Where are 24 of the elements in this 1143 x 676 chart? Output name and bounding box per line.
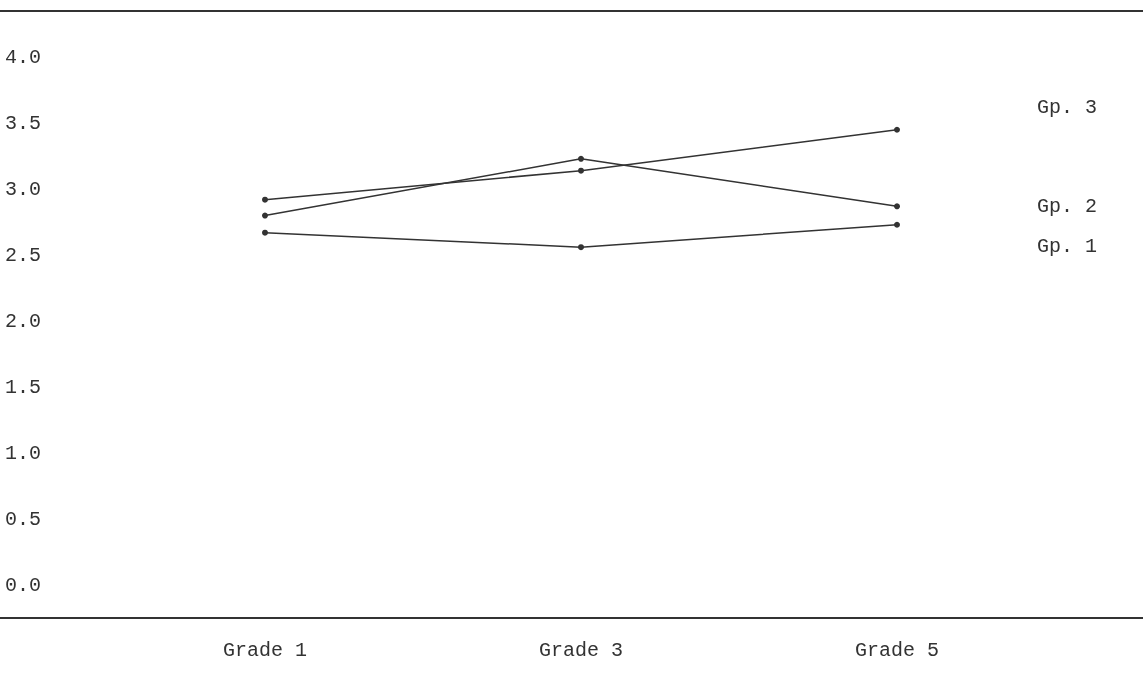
- y-tick-label: 0.5: [5, 507, 42, 531]
- y-tick-label: 4.0: [5, 45, 42, 69]
- y-tick-label: 2.5: [5, 243, 42, 267]
- text: Gp. 2: [1037, 194, 1098, 218]
- point: [578, 155, 584, 162]
- y-tick-label: 2.0: [5, 309, 42, 333]
- x-tick-label: Grade 5: [854, 638, 940, 662]
- point: [262, 212, 268, 219]
- point: [262, 196, 268, 203]
- x-tick-label: Grade 3: [538, 638, 624, 662]
- x-tick-label: Grade 1: [222, 638, 308, 662]
- point: [894, 126, 900, 133]
- point: [894, 203, 900, 210]
- text: Gp. 3: [1037, 96, 1098, 120]
- y-tick-label: 3.0: [5, 177, 42, 201]
- y-tick-label: 1.0: [5, 441, 42, 465]
- y-tick-label: 0.0: [5, 573, 42, 597]
- point: [578, 167, 584, 174]
- point: [262, 229, 268, 236]
- text: Gp. 1: [1037, 235, 1098, 259]
- point: [894, 221, 900, 228]
- y-tick-label: 3.5: [5, 111, 42, 135]
- point: [578, 244, 584, 251]
- y-tick-label: 1.5: [5, 375, 42, 399]
